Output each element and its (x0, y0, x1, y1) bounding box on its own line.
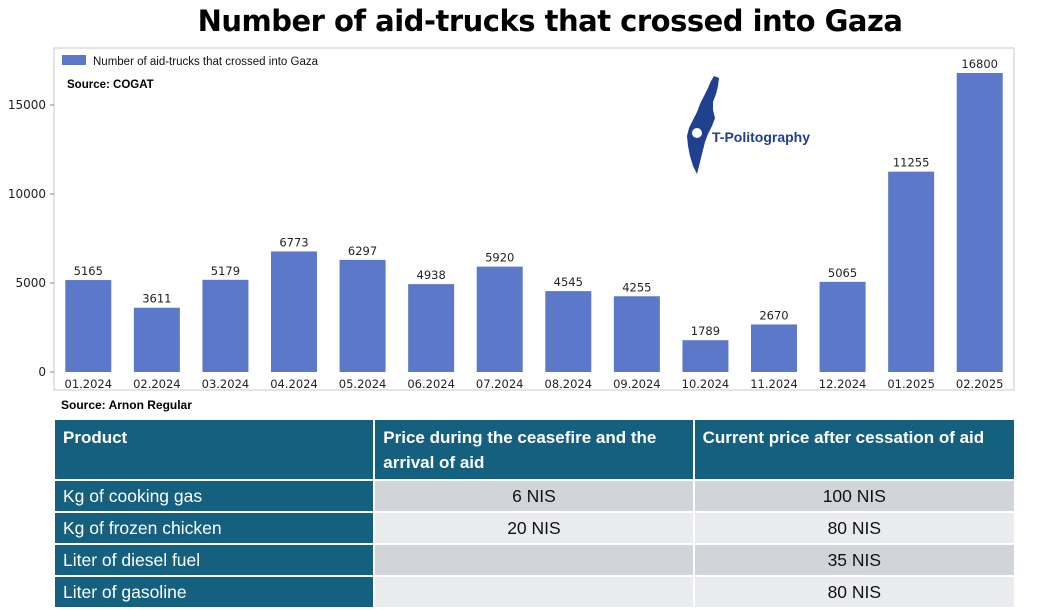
data-label: 5920 (485, 251, 514, 265)
x-tick-label: 07.2024 (476, 377, 524, 391)
current-price-cell: 80 NIS (692, 511, 1017, 545)
bar-10.2024 (682, 340, 729, 372)
x-tick-label: 09.2024 (613, 377, 661, 391)
x-tick-label: 08.2024 (545, 377, 593, 391)
x-tick-label: 05.2024 (339, 377, 387, 391)
header-price-ceasefire: Price during the ceasefire and the arriv… (373, 418, 695, 481)
bar-08.2024 (545, 291, 592, 372)
y-tick-label: 15000 (8, 98, 46, 112)
y-tick-label: 10000 (8, 187, 46, 201)
current-price-cell: 100 NIS (692, 479, 1017, 513)
x-tick-label: 11.2024 (750, 377, 798, 391)
data-label: 4938 (417, 268, 446, 282)
data-label: 3611 (142, 292, 171, 306)
ceasefire-price-cell (373, 543, 695, 577)
table-row: Kg of frozen chicken 20 NIS 80 NIS (52, 511, 1017, 545)
x-tick-label: 12.2024 (819, 377, 867, 391)
data-label: 5165 (74, 264, 103, 278)
product-cell: Liter of gasoline (52, 575, 376, 609)
data-label: 5179 (211, 264, 240, 278)
ceasefire-price-cell (373, 575, 695, 609)
current-price-cell: 80 NIS (692, 575, 1017, 609)
bar-02.2024 (133, 307, 180, 372)
table-source: Source: Arnon Regular (61, 398, 192, 412)
bar-12.2024 (819, 281, 866, 372)
page-title: Number of aid-trucks that crossed into G… (197, 4, 903, 38)
bar-04.2024 (271, 251, 317, 372)
logo-text: T-Politography (712, 129, 810, 145)
x-tick-label: 04.2024 (270, 377, 318, 391)
table-row: Liter of diesel fuel 35 NIS (52, 543, 1017, 577)
header-product: Product (52, 418, 376, 481)
logo: T-Politography (687, 76, 810, 174)
bar-02.2025 (956, 72, 1003, 373)
data-label: 4545 (554, 275, 583, 289)
bar-01.2025 (888, 171, 935, 372)
data-label: 6297 (348, 244, 377, 258)
product-cell: Liter of diesel fuel (52, 543, 376, 577)
ceasefire-price-cell: 6 NIS (373, 479, 695, 513)
ceasefire-price-cell: 20 NIS (373, 511, 695, 545)
data-label: 11255 (893, 156, 930, 170)
data-label: 6773 (279, 235, 308, 249)
header-price-current: Current price after cessation of aid (692, 418, 1017, 481)
bar-01.2024 (65, 280, 112, 372)
bar-11.2024 (751, 324, 797, 372)
chart-legend: Number of aid-trucks that crossed into G… (62, 55, 319, 91)
bar-05.2024 (339, 259, 386, 372)
chart-plot-frame (53, 47, 1015, 391)
x-tick-label: 10.2024 (682, 377, 730, 391)
table-header-row: Product Price during the ceasefire and t… (52, 418, 1017, 481)
price-table: Product Price during the ceasefire and t… (52, 418, 1017, 609)
legend-swatch (62, 55, 86, 65)
y-tick-label: 5000 (15, 276, 46, 290)
x-tick-label: 06.2024 (407, 377, 455, 391)
x-tick-label: 03.2024 (202, 377, 250, 391)
legend-label: Number of aid-trucks that crossed into G… (93, 56, 319, 68)
product-cell: Kg of cooking gas (52, 479, 376, 513)
x-tick-label: 02.2025 (956, 377, 1004, 391)
x-tick-label: 02.2024 (133, 377, 181, 391)
data-label: 16800 (961, 57, 998, 71)
data-label: 4255 (622, 280, 651, 294)
table-row: Kg of cooking gas 6 NIS 100 NIS (52, 479, 1017, 513)
product-cell: Kg of frozen chicken (52, 511, 376, 545)
chart-source: Source: COGAT (67, 79, 154, 91)
chart-canvas: 0 5000 10000 15000 5165 01.2024 3611 02.2024 51… (8, 47, 1015, 391)
y-tick-label: 0 (38, 365, 46, 379)
table-row: Liter of gasoline 80 NIS (52, 575, 1017, 609)
bar-chart: 0 5000 10000 15000 5165 01.2024 3611 02.2024 51… (0, 46, 1042, 402)
current-price-cell: 35 NIS (692, 543, 1017, 577)
data-label: 1789 (691, 324, 720, 338)
israel-map-icon (687, 76, 719, 174)
logo-arrow-icon (692, 128, 702, 138)
bar-06.2024 (408, 284, 455, 372)
bar-03.2024 (202, 279, 249, 372)
x-tick-label: 01.2025 (887, 377, 935, 391)
data-label: 5065 (828, 266, 857, 280)
data-label: 2670 (759, 308, 788, 322)
bar-09.2024 (613, 296, 660, 372)
bar-07.2024 (476, 266, 523, 372)
x-tick-label: 01.2024 (65, 377, 113, 391)
